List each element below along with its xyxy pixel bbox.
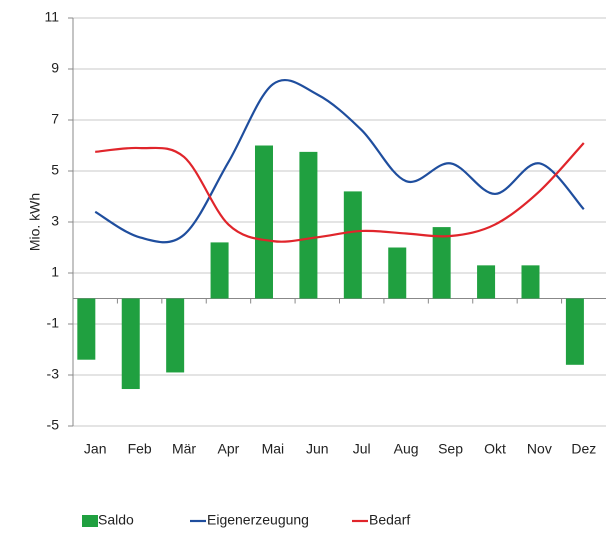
x-tick-label: Jan [84, 441, 107, 457]
x-tick-label: Mai [262, 441, 285, 457]
bar [166, 298, 185, 373]
x-tick-label: Okt [484, 441, 506, 457]
bar [343, 191, 362, 299]
bar [254, 145, 273, 299]
bar [388, 247, 407, 299]
x-tick-label: Nov [527, 441, 552, 457]
y-tick-label: 1 [51, 264, 59, 280]
y-tick-label: 7 [51, 111, 59, 127]
legend-swatch [82, 515, 98, 527]
line [95, 142, 585, 243]
bar [210, 242, 229, 299]
x-tick-label: Sep [438, 441, 463, 457]
y-tick-label: -1 [47, 315, 60, 331]
legend-label: Bedarf [369, 512, 410, 528]
bar [432, 227, 451, 299]
legend-label: Saldo [98, 512, 134, 528]
bar [77, 298, 96, 360]
x-tick-label: Aug [394, 441, 419, 457]
y-tick-label: 9 [51, 60, 59, 76]
bar [121, 298, 140, 390]
y-tick-label: -3 [47, 366, 60, 382]
bar [565, 298, 584, 365]
bar [299, 151, 318, 299]
y-tick-label: 11 [44, 9, 59, 25]
y-tick-label: -5 [47, 417, 60, 433]
x-tick-label: Jul [353, 441, 371, 457]
x-tick-label: Dez [571, 441, 596, 457]
x-tick-label: Feb [128, 441, 152, 457]
y-axis-label: Mio. kWh [27, 193, 43, 251]
bar [477, 265, 496, 299]
x-tick-label: Jun [306, 441, 329, 457]
x-tick-label: Apr [218, 441, 240, 457]
legend-label: Eigenerzeugung [207, 512, 309, 528]
x-tick-label: Mär [172, 441, 196, 457]
y-tick-label: 5 [51, 162, 59, 178]
line [94, 78, 585, 244]
bar [521, 265, 540, 299]
y-tick-label: 3 [51, 213, 59, 229]
